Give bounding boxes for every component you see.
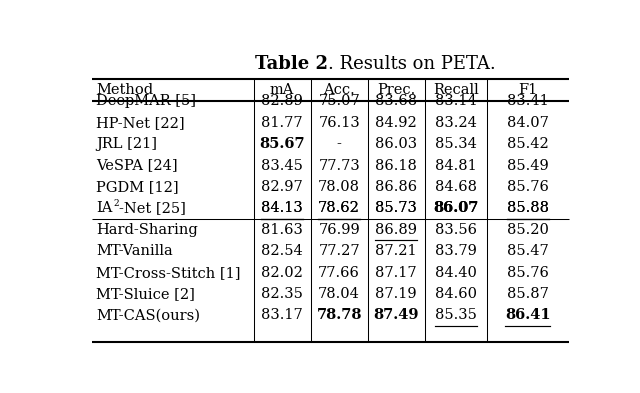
- Text: 77.73: 77.73: [318, 159, 360, 173]
- Text: 77.27: 77.27: [318, 244, 360, 258]
- Text: 78.62: 78.62: [318, 202, 360, 215]
- Text: -: -: [337, 137, 342, 151]
- Text: 84.13: 84.13: [261, 202, 303, 215]
- Text: F1: F1: [518, 83, 537, 97]
- Text: 86.07: 86.07: [433, 202, 479, 215]
- Text: 84.13: 84.13: [261, 202, 303, 215]
- Text: 84.60: 84.60: [435, 287, 477, 301]
- Text: 81.63: 81.63: [261, 223, 303, 237]
- Text: 77.66: 77.66: [318, 266, 360, 280]
- Text: PGDM [12]: PGDM [12]: [97, 180, 179, 194]
- Text: 82.54: 82.54: [261, 244, 303, 258]
- Text: 78.62: 78.62: [318, 202, 360, 215]
- Text: 86.07: 86.07: [433, 202, 479, 215]
- Text: 85.88: 85.88: [507, 202, 548, 215]
- Text: 87.21: 87.21: [376, 244, 417, 258]
- Text: 85.87: 85.87: [507, 287, 548, 301]
- Text: Recall: Recall: [433, 83, 479, 97]
- Text: 85.73: 85.73: [375, 202, 417, 215]
- Text: 85.73: 85.73: [375, 202, 417, 215]
- Text: 85.88: 85.88: [507, 202, 548, 215]
- Text: 84.07: 84.07: [507, 116, 548, 130]
- Text: HP-Net [22]: HP-Net [22]: [97, 116, 185, 130]
- Text: 86.86: 86.86: [375, 180, 417, 194]
- Text: 83.56: 83.56: [435, 223, 477, 237]
- Text: 2: 2: [113, 198, 119, 208]
- Text: VeSPA [24]: VeSPA [24]: [97, 159, 178, 173]
- Text: Acc.: Acc.: [323, 83, 355, 97]
- Text: 83.24: 83.24: [435, 116, 477, 130]
- Text: 76.13: 76.13: [318, 116, 360, 130]
- Text: 86.89: 86.89: [375, 223, 417, 237]
- Text: . Results on PETA.: . Results on PETA.: [328, 55, 496, 73]
- Text: 85.42: 85.42: [507, 137, 548, 151]
- Text: DeepMAR [5]: DeepMAR [5]: [97, 94, 196, 108]
- Text: 86.03: 86.03: [375, 137, 417, 151]
- Text: 84.68: 84.68: [435, 180, 477, 194]
- Text: 83.14: 83.14: [435, 94, 477, 108]
- Text: 85.35: 85.35: [435, 309, 477, 322]
- Text: 75.07: 75.07: [318, 94, 360, 108]
- Text: 81.77: 81.77: [261, 116, 303, 130]
- Text: Prec.: Prec.: [377, 83, 415, 97]
- Text: 83.41: 83.41: [507, 94, 548, 108]
- Text: 83.79: 83.79: [435, 244, 477, 258]
- Text: 85.76: 85.76: [507, 266, 548, 280]
- Text: 87.17: 87.17: [376, 266, 417, 280]
- Text: MT-Sluice [2]: MT-Sluice [2]: [97, 287, 195, 301]
- Text: MT-Vanilla: MT-Vanilla: [97, 244, 173, 258]
- Text: JRL [21]: JRL [21]: [97, 137, 157, 151]
- Text: 83.45: 83.45: [261, 159, 303, 173]
- Text: 82.97: 82.97: [261, 180, 303, 194]
- Text: 85.47: 85.47: [507, 244, 548, 258]
- Text: 84.40: 84.40: [435, 266, 477, 280]
- Text: 78.04: 78.04: [318, 287, 360, 301]
- Text: 78.78: 78.78: [316, 309, 362, 322]
- Text: 85.76: 85.76: [507, 180, 548, 194]
- Text: MT-Cross-Stitch [1]: MT-Cross-Stitch [1]: [97, 266, 241, 280]
- Text: 83.17: 83.17: [261, 309, 303, 322]
- Text: 85.49: 85.49: [507, 159, 548, 173]
- Text: 78.08: 78.08: [318, 180, 360, 194]
- Text: 87.49: 87.49: [374, 309, 419, 322]
- Text: 86.18: 86.18: [375, 159, 417, 173]
- Text: 84.92: 84.92: [375, 116, 417, 130]
- Text: 82.35: 82.35: [261, 287, 303, 301]
- Text: IA: IA: [97, 202, 113, 215]
- Text: 82.89: 82.89: [261, 94, 303, 108]
- Text: 84.81: 84.81: [435, 159, 477, 173]
- Text: Table 2: Table 2: [255, 55, 328, 73]
- Text: Method: Method: [97, 83, 154, 97]
- Text: mA: mA: [270, 83, 294, 97]
- Text: 83.68: 83.68: [375, 94, 417, 108]
- Text: MT-CAS(ours): MT-CAS(ours): [97, 309, 200, 322]
- Text: -Net [25]: -Net [25]: [118, 202, 186, 215]
- Text: 87.19: 87.19: [376, 287, 417, 301]
- Text: 85.67: 85.67: [259, 137, 305, 151]
- Text: 85.34: 85.34: [435, 137, 477, 151]
- Text: 86.41: 86.41: [505, 309, 550, 322]
- Text: Hard-Sharing: Hard-Sharing: [97, 223, 198, 237]
- Text: 82.02: 82.02: [261, 266, 303, 280]
- Text: 76.99: 76.99: [318, 223, 360, 237]
- Text: 85.20: 85.20: [507, 223, 548, 237]
